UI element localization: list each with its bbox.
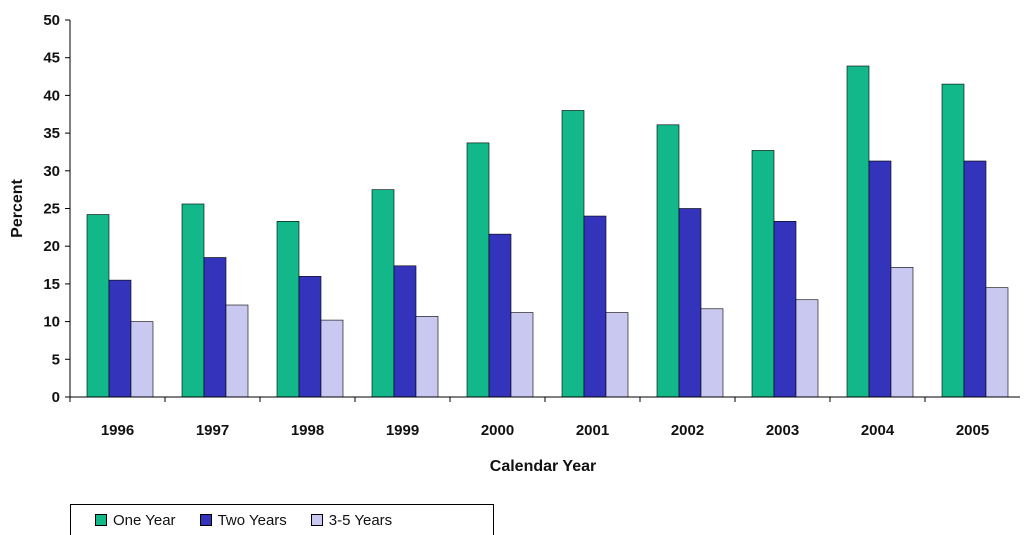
bar-two-years-1997 bbox=[203, 257, 227, 398]
y-axis-title: Percent bbox=[9, 178, 26, 237]
bar-one-year-2004 bbox=[846, 65, 870, 398]
y-tick-label: 20 bbox=[43, 238, 60, 255]
x-tick-label: 2004 bbox=[861, 422, 895, 439]
bar-3-5-years-2003 bbox=[795, 299, 819, 398]
y-tick-label: 0 bbox=[52, 389, 60, 406]
y-tick-label: 40 bbox=[43, 87, 60, 104]
bar-two-years-2000 bbox=[488, 233, 512, 398]
bar-one-year-1999 bbox=[371, 189, 395, 398]
bar-3-5-years-1998 bbox=[320, 319, 344, 398]
y-tick-label: 15 bbox=[43, 276, 60, 293]
bar-3-5-years-2002 bbox=[700, 308, 724, 398]
bar-one-year-1996 bbox=[86, 214, 110, 398]
bar-3-5-years-2001 bbox=[605, 312, 629, 398]
bar-one-year-1997 bbox=[181, 203, 205, 398]
bar-one-year-2003 bbox=[751, 150, 775, 398]
bar-3-5-years-2004 bbox=[890, 267, 914, 398]
bar-two-years-2002 bbox=[678, 208, 702, 398]
legend-swatch-3-5-years bbox=[310, 514, 323, 526]
x-axis-title: Calendar Year bbox=[490, 458, 596, 475]
bar-two-years-2005 bbox=[963, 160, 987, 398]
legend-label-3-5-years: 3-5 Years bbox=[328, 511, 393, 529]
bar-one-year-1998 bbox=[276, 221, 300, 398]
bar-3-5-years-1999 bbox=[415, 316, 439, 398]
bar-one-year-2001 bbox=[561, 110, 585, 398]
bar-two-years-2004 bbox=[868, 160, 892, 398]
legend-label-two-years: Two Years bbox=[217, 511, 287, 529]
chart-legend: One Year Two Years 3-5 Years bbox=[70, 504, 494, 535]
bar-one-year-2002 bbox=[656, 124, 680, 398]
x-tick-label: 1996 bbox=[101, 422, 134, 439]
legend-swatch-two-years bbox=[199, 514, 212, 526]
y-tick-label: 35 bbox=[43, 125, 60, 142]
x-tick-label: 2000 bbox=[481, 422, 514, 439]
x-tick-label: 1999 bbox=[386, 422, 419, 439]
legend-swatch-one-year bbox=[95, 514, 107, 526]
x-tick-label: 2005 bbox=[956, 422, 989, 439]
bar-one-year-2000 bbox=[466, 142, 490, 398]
y-tick-label: 30 bbox=[43, 163, 60, 180]
bar-one-year-2005 bbox=[941, 83, 965, 398]
bar-two-years-2001 bbox=[583, 215, 607, 398]
bar-3-5-years-1997 bbox=[225, 304, 249, 398]
y-tick-label: 50 bbox=[43, 12, 60, 29]
bar-two-years-2003 bbox=[773, 221, 797, 398]
y-tick-label: 45 bbox=[43, 50, 60, 67]
bars-group bbox=[86, 65, 1009, 398]
x-tick-label: 2002 bbox=[671, 422, 704, 439]
x-tick-label: 1998 bbox=[291, 422, 324, 439]
x-tick-label: 1997 bbox=[196, 422, 229, 439]
y-tick-label: 25 bbox=[43, 201, 60, 218]
bar-two-years-1996 bbox=[108, 279, 132, 398]
bar-chart: 0 5 10 15 20 25 30 35 40 45 50 1996 1997 1998 1999 200… bbox=[9, 12, 1020, 475]
bar-two-years-1998 bbox=[298, 276, 322, 398]
legend-item-one-year: One Year bbox=[95, 512, 176, 529]
x-axis-ticks: 1996 1997 1998 1999 2000 2001 2002 2003 2004 2005 bbox=[69, 397, 989, 439]
bar-3-5-years-1996 bbox=[130, 321, 154, 398]
y-axis-ticks: 0 5 10 15 20 25 30 35 40 45 50 bbox=[43, 12, 70, 406]
legend-item-two-years: Two Years bbox=[199, 511, 287, 529]
x-tick-label: 2003 bbox=[766, 422, 799, 439]
legend-item-3-5-years: 3-5 Years bbox=[310, 511, 393, 529]
bar-two-years-1999 bbox=[393, 265, 417, 398]
y-tick-label: 5 bbox=[52, 351, 60, 368]
x-tick-label: 2001 bbox=[576, 422, 609, 439]
legend-label-one-year: One Year bbox=[113, 511, 176, 529]
bar-3-5-years-2005 bbox=[985, 287, 1009, 398]
bar-3-5-years-2000 bbox=[510, 312, 534, 398]
y-tick-label: 10 bbox=[43, 314, 60, 331]
